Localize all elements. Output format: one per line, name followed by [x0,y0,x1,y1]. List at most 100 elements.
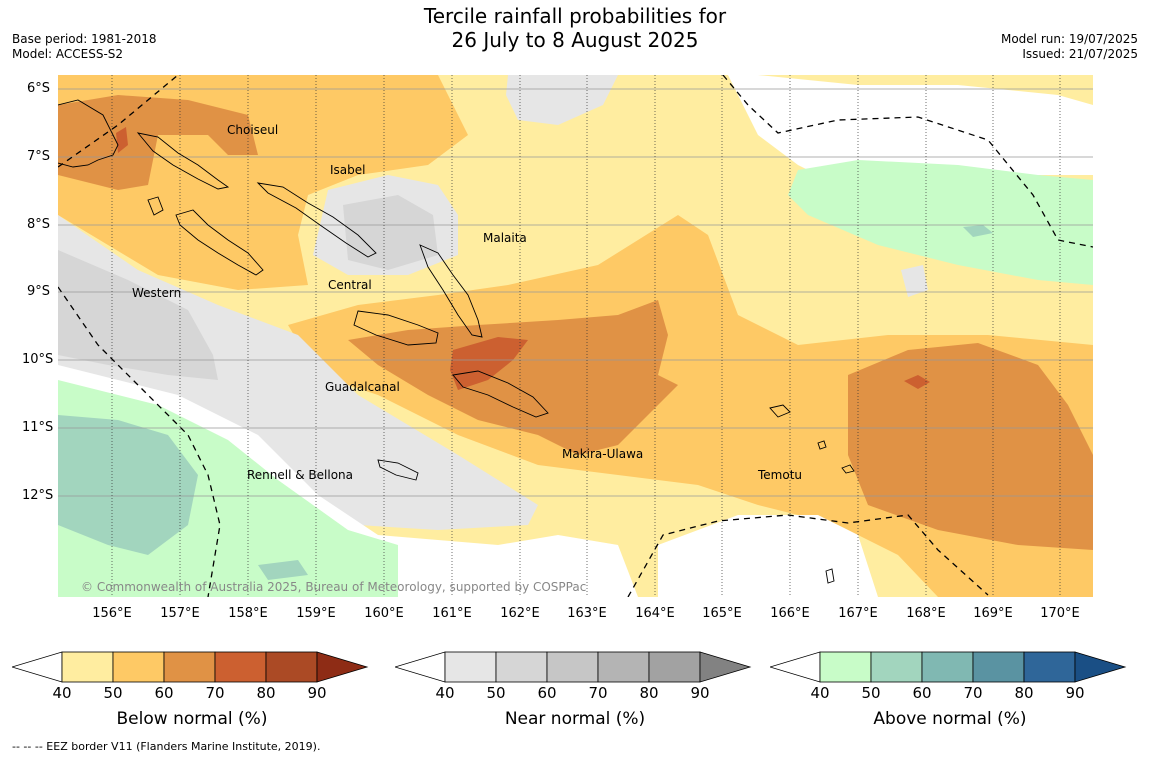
colorbar-title: Above normal (%) [873,709,1027,729]
near-50-region-north [506,75,618,125]
lon-label: 158°E [228,606,268,621]
above-60-region-southwest [58,415,198,555]
colorbar-tick: 80 [639,684,659,702]
colorbar-swatch [163,651,216,683]
coast-bougainville [58,99,119,168]
lon-label: 169°E [973,606,1013,621]
colorbar-swatch [921,651,974,683]
colorbar-swatch [214,651,267,683]
eez-border-southeast [627,514,989,597]
label-makira-ulawa: Makira-Ulawa [562,447,643,461]
coast-vanikoro [841,464,855,474]
coast-choiseul [136,132,230,190]
coast-santa-cruz [769,404,791,418]
title-line-1: Tercile rainfall probabilities for [423,4,727,28]
eez-border-west [58,286,221,597]
lon-label: 161°E [432,606,472,621]
lon-label: 165°E [702,606,742,621]
coastlines [58,99,855,584]
label-malaita: Malaita [483,231,527,245]
label-rennell-bellona: Rennell & Bellona [247,468,353,482]
coast-shortland [147,196,164,216]
white-region-southeast-gap [658,515,878,597]
colorbar [770,651,1127,683]
lat-label: 11°S [22,420,54,435]
colorbar-swatch [648,651,701,683]
lat-label: 10°S [22,352,54,367]
lat-label: 6°S [26,81,50,96]
coast-utupua [817,440,827,450]
eez-border-northeast [722,75,1093,248]
lon-label: 163°E [567,606,607,621]
label-isabel: Isabel [330,163,365,177]
title-line-2: 26 July to 8 August 2025 [451,28,699,52]
lat-label: 12°S [22,488,54,503]
coast-makira [452,370,549,418]
colorbar-tick: 60 [537,684,557,702]
colorbar-tick: 50 [103,684,123,702]
copyright-text: © Commonwealth of Australia 2025, Bureau… [81,580,586,594]
lat-label: 8°S [26,217,50,232]
lat-label: 7°S [26,149,50,164]
lon-label: 168°E [906,606,946,621]
colorbar-tick: 80 [256,684,276,702]
colorbar-swatch [870,651,923,683]
colorbar-min-arrow [395,651,446,683]
above-60-region-east [963,225,993,237]
colorbar-tick: 90 [307,684,327,702]
colorbar-swatch [112,651,165,683]
colorbar-min-arrow [12,651,63,683]
meta-right: Model run: 19/07/2025 Issued: 21/07/2025 [1001,32,1138,62]
lon-label: 167°E [838,606,878,621]
model-run: Model run: 19/07/2025 [1000,32,1138,46]
coast-guadalcanal [353,310,439,346]
colorbar-swatch [972,651,1025,683]
colorbar-title: Near normal (%) [504,709,646,729]
lon-label: 159°E [296,606,336,621]
grid [58,75,1093,597]
above-60-region-small [258,560,308,580]
issued-date: Issued: 21/07/2025 [1022,47,1138,61]
colorbar-tick: 70 [963,684,983,702]
colorbar-swatch [265,651,318,683]
colorbar [395,651,752,683]
coast-malaita [419,244,483,338]
coast-rennell [377,459,419,481]
colorbar-swatch [444,651,497,683]
colorbar-tick: 80 [1014,684,1034,702]
rainfall-map: Choiseul Isabel Malaita Central Western … [58,75,1093,597]
colorbar-tick: 40 [810,684,830,702]
below-70-region-central [348,300,678,455]
colorbar-max-arrow [316,651,369,683]
white-region-north [598,75,1093,185]
colorbar-max-arrow [1074,651,1127,683]
lon-label: 170°E [1040,606,1080,621]
colorbar-tick: 70 [588,684,608,702]
below-80-region-guadalcanal [450,337,528,390]
province-labels: Choiseul Isabel Malaita Central Western … [81,123,802,594]
below-80-region-east [904,375,930,389]
near-60-region-isabel [343,195,438,270]
lon-label: 156°E [92,606,132,621]
eez-border-northwest [58,75,179,168]
coast-isabel [256,182,377,258]
meta-left: Base period: 1981-2018 Model: ACCESS-S2 [12,32,157,62]
near-50-region-southwest [58,215,538,530]
colorbar-min-arrow [770,651,821,683]
model-name: Model: ACCESS-S2 [12,47,124,61]
colorbar-tick: 90 [690,684,710,702]
lon-label: 160°E [364,606,404,621]
label-choiseul: Choiseul [227,123,278,137]
colorbar-tick: 60 [912,684,932,702]
below-70-region-northwest [58,95,258,190]
colorbar-title: Below normal (%) [116,709,268,729]
lon-label: 157°E [160,606,200,621]
above-50-region-east [788,160,1093,285]
lon-label: 162°E [500,606,540,621]
label-guadalcanal: Guadalcanal [325,380,400,394]
eez-footnote: -- -- -- EEZ border V11 (Flanders Marine… [12,740,321,753]
lat-label: 9°S [26,284,50,299]
near-60-region-southwest [58,250,218,380]
lon-label: 164°E [635,606,675,621]
colorbar-tick: 90 [1065,684,1085,702]
